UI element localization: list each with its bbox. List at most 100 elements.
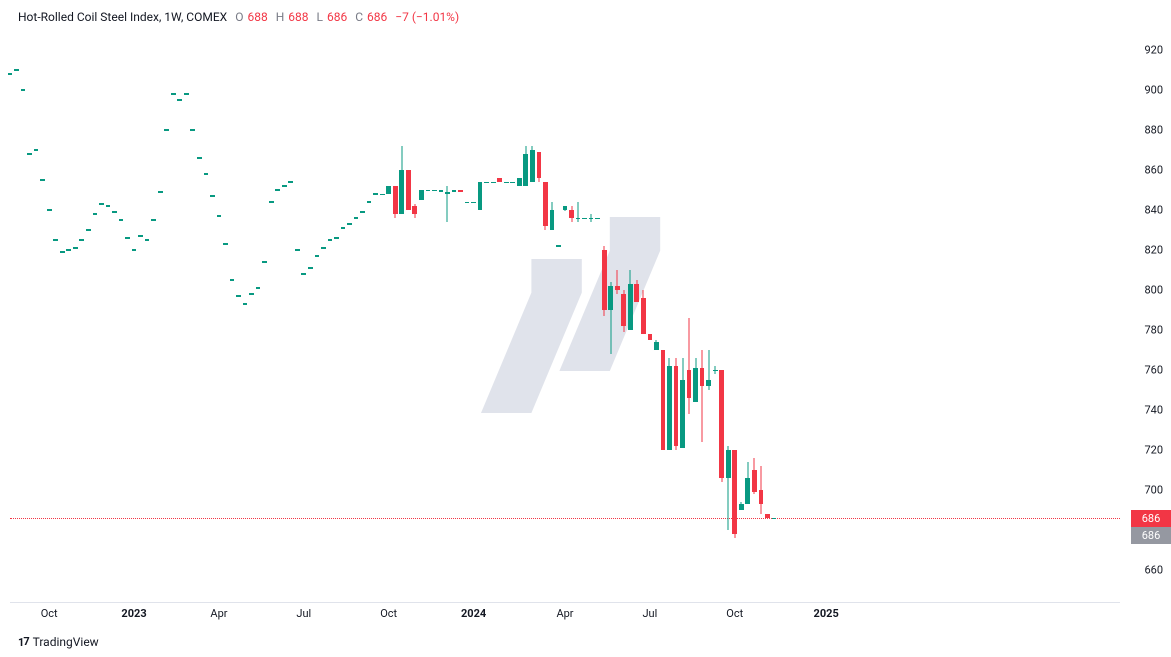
price-dash [308,267,313,269]
price-dash [184,93,189,95]
x-tick-label: Oct [380,607,397,620]
x-tick-label: Apr [556,607,573,620]
countdown-flag[interactable]: 686 [1131,527,1171,544]
ohlc-l-label: L [316,10,322,24]
x-tick-label: 2024 [461,607,486,620]
candle [393,186,398,218]
candle [641,290,646,334]
price-dash [341,227,346,229]
x-tick-label: Apr [210,607,227,620]
candle [523,146,528,186]
price-dash [27,153,32,155]
price-dash [40,179,45,181]
candle [406,170,411,210]
price-dash [93,213,98,215]
price-dash [230,279,235,281]
price-dash [60,251,65,253]
y-tick-label: 840 [1144,204,1163,217]
symbol-title[interactable]: Hot-Rolled Coil Steel Index, 1W, COMEX [18,10,227,24]
y-tick-label: 860 [1144,164,1163,177]
y-tick-label: 880 [1144,124,1163,137]
price-dash [360,211,365,213]
price-dash [204,173,209,175]
candle [713,366,718,374]
price-dash [373,193,378,195]
price-dash [288,181,293,183]
price-dash [164,129,169,131]
candle [445,186,450,222]
candle [537,152,542,182]
price-dash [262,261,267,263]
candle [621,290,626,332]
y-tick-label: 760 [1144,364,1163,377]
ohlc-o-value: 688 [247,10,267,24]
candle [595,218,600,219]
price-dash [236,295,241,297]
candle [765,514,770,518]
y-tick-label: 660 [1144,564,1163,577]
price-dash [295,249,300,251]
candle [471,202,476,203]
price-dash [8,73,13,75]
price-dash [125,237,130,239]
chart-container: Hot-Rolled Coil Steel Index, 1W, COMEX O… [10,10,1171,657]
x-axis[interactable]: Oct2023AprJulOct2024AprJulOct2025 [10,602,1120,622]
last-price-flag[interactable]: 686 [1131,510,1171,527]
price-dash [158,191,163,193]
price-dash [347,223,352,225]
candle [380,194,385,195]
candle [478,182,483,210]
price-dash [14,69,19,71]
price-dash [106,205,111,207]
price-dash [269,201,274,203]
brand-label[interactable]: TradingView [33,635,99,649]
price-dash [47,209,52,211]
candle [386,186,391,194]
price-dash [171,93,176,95]
price-dash [210,195,215,197]
ohlc-o-label: O [235,10,243,24]
candle [772,518,777,519]
candle [399,146,404,214]
y-tick-label: 800 [1144,284,1163,297]
candle [589,214,594,222]
candle [732,450,737,538]
candle [693,358,698,402]
candle [497,178,502,182]
price-dash [132,249,137,251]
candle [648,334,653,340]
x-tick-label: Jul [296,607,311,620]
candle [687,318,692,414]
price-dash [53,239,58,241]
ohlc-c-value: 686 [367,10,387,24]
price-dash [197,157,202,159]
price-dash [119,219,124,221]
candle [491,182,496,183]
candle [726,446,731,530]
candle [745,462,750,504]
price-dash [21,89,26,91]
plot-area[interactable] [10,30,1120,600]
candle [530,146,535,182]
candle [661,350,666,450]
y-axis[interactable]: 6606807007207407607808008208408608809009… [1121,30,1171,600]
candle [576,202,581,222]
candle [759,466,764,514]
price-dash [112,211,117,213]
price-dash [73,247,78,249]
price-dash [79,239,84,241]
price-dash [145,239,150,241]
candle [615,270,620,294]
price-dash [151,219,156,221]
candle [563,210,568,211]
footer: 17 TradingView [18,635,99,649]
price-dash [334,237,339,239]
candle [550,202,555,230]
price-dash [556,245,561,247]
candle [654,340,659,350]
candle [484,182,489,183]
change-value: −7 (−1.01%) [395,10,459,24]
candle [452,190,457,192]
candle [465,202,470,203]
price-dash [275,189,280,191]
